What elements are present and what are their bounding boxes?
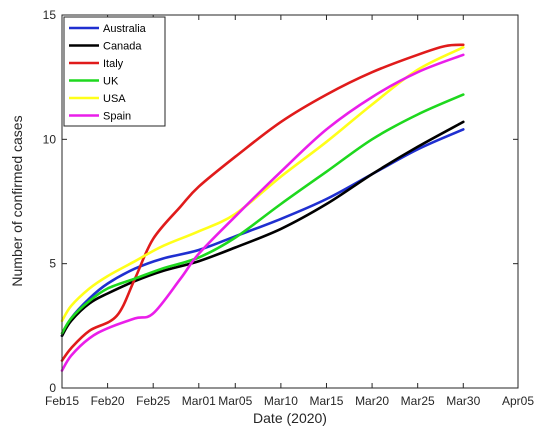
legend: Australia Canada Italy UK USA Spain [63,16,166,127]
y-tick-label: 0 [49,381,56,395]
x-tick-label: Mar30 [446,394,480,408]
legend-label-italy: Italy [103,58,124,70]
y-tick-label: 15 [43,8,57,22]
x-tick-label: Mar25 [401,394,435,408]
x-tick-label: Feb15 [45,394,79,408]
series-line-canada [60,120,465,338]
y-axis-ticks: 0 5 10 15 [43,8,518,395]
x-tick-label: Mar01 [182,394,216,408]
legend-box [63,16,166,127]
x-axis-ticks: Feb15 Feb20 Feb25 Mar01 Mar05 Mar10 Mar15 Mar20… [45,15,534,408]
plot-frame [61,14,519,389]
series-line-uk [60,93,465,335]
x-tick-label: Mar20 [355,394,389,408]
series-line-italy [60,43,465,362]
x-tick-label: Apr05 [502,394,534,408]
y-tick-label: 10 [43,132,57,146]
series-layer [60,43,465,372]
x-tick-label: Mar15 [309,394,343,408]
legend-label-uk: UK [103,76,119,88]
legend-label-usa: USA [103,93,126,105]
legend-label-spain: Spain [103,111,131,123]
x-tick-label: Feb25 [136,394,170,408]
series-line-usa [60,46,465,323]
series-line-spain [60,53,465,372]
x-tick-label: Mar05 [218,394,252,408]
y-axis-title: Number of confirmed cases [9,115,25,286]
x-axis-title: Date (2020) [253,410,327,426]
x-tick-label: Mar10 [264,394,298,408]
x-tick-label: Feb20 [91,394,125,408]
legend-label-australia: Australia [103,23,147,35]
legend-label-canada: Canada [103,41,142,53]
y-tick-label: 5 [49,257,56,271]
